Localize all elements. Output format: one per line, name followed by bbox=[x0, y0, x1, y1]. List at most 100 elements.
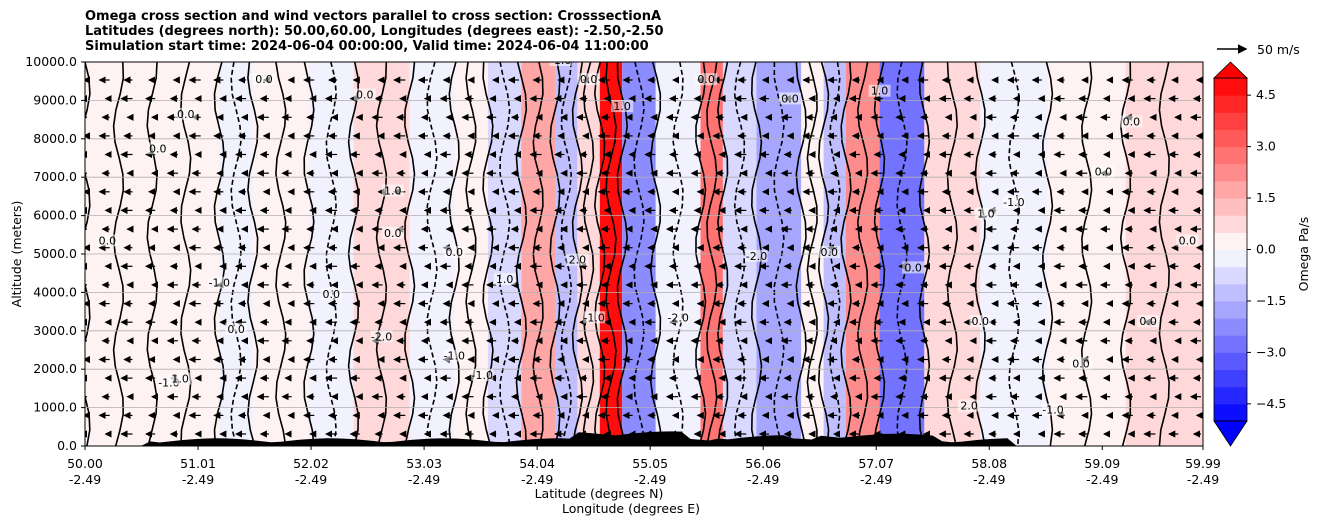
contour-label: -1.0 bbox=[550, 54, 571, 67]
contour-label-bg bbox=[225, 322, 248, 335]
x-tick-label-lat: 52.02 bbox=[293, 456, 329, 471]
y-tick-label: 8000.0 bbox=[33, 131, 77, 146]
contour-label-bg bbox=[583, 311, 606, 324]
contour-label-bg bbox=[471, 368, 494, 381]
colorbar-extend-max bbox=[1213, 61, 1248, 79]
contour-label: 0.0 bbox=[820, 246, 838, 259]
colorbar-segment bbox=[1214, 318, 1247, 336]
contour-label-bg bbox=[779, 92, 802, 105]
colorbar: 4.5 3.0 1.5 0.0 −1.5 −3.0 −4.5 bbox=[1213, 61, 1286, 447]
contour-label: 0.0 bbox=[356, 89, 374, 102]
contour-label: 0.0 bbox=[227, 323, 245, 336]
x-tick-label-lat: 59.99 bbox=[1185, 456, 1221, 471]
y-tick-label: 9000.0 bbox=[33, 92, 77, 107]
colorbar-tick-label: 0.0 bbox=[1256, 242, 1276, 257]
contour-label-bg bbox=[1120, 115, 1143, 128]
contour-label-bg bbox=[611, 100, 634, 113]
contour-label: -2.0 bbox=[371, 330, 392, 343]
x-tick-label-lon: -2.49 bbox=[1187, 472, 1219, 487]
contour-label-bg bbox=[208, 276, 231, 289]
colorbar-segment bbox=[1214, 403, 1247, 422]
contour-label: 2.0 bbox=[960, 400, 978, 413]
contour-label: 0.0 bbox=[446, 246, 464, 259]
contour-label: 2.0 bbox=[569, 254, 587, 267]
colorbar-segment bbox=[1214, 369, 1247, 388]
contour-label: 1.0 bbox=[613, 100, 631, 113]
contour-label: -1.0 bbox=[583, 311, 604, 324]
y-axis-label: Altitude (meters) bbox=[9, 201, 24, 308]
y-tick-label: 5000.0 bbox=[33, 246, 77, 261]
colorbar-segment bbox=[1214, 249, 1247, 268]
contour-label: 1.0 bbox=[977, 208, 995, 221]
contour-label: 1.0 bbox=[171, 373, 189, 386]
contour-label: 0.0 bbox=[1072, 357, 1090, 370]
contour-label: -2.0 bbox=[667, 311, 688, 324]
contour-label: 0.0 bbox=[781, 92, 799, 105]
contour-label: 0.0 bbox=[322, 288, 340, 301]
contour-label-bg bbox=[1002, 196, 1025, 209]
x-tick-label-lat: 55.05 bbox=[632, 456, 668, 471]
contour-label-bg bbox=[1092, 165, 1115, 178]
contour-label-bg bbox=[1042, 403, 1065, 416]
terrain bbox=[85, 431, 1203, 446]
y-axis: 0.0 1000.0 2000.0 3000.0 4000.0 5000.0 6000.0 7… bbox=[25, 54, 85, 453]
colorbar-segment bbox=[1214, 335, 1247, 353]
x-tick-label-lat: 57.07 bbox=[858, 456, 894, 471]
contour-label-bg bbox=[169, 372, 192, 385]
colorbar-extend-min bbox=[1213, 420, 1248, 447]
y-tick-label: 10000.0 bbox=[25, 54, 77, 69]
contour-label: 0.0 bbox=[904, 261, 922, 274]
contour-label: 0.0 bbox=[384, 227, 402, 240]
x-tick-label-lon: -2.49 bbox=[634, 472, 666, 487]
contour-label: 0.0 bbox=[580, 73, 598, 86]
colorbar-segment bbox=[1214, 215, 1247, 233]
contour-label-bg bbox=[381, 184, 404, 197]
colorbar-tick-label: −1.5 bbox=[1256, 293, 1286, 308]
gridlines bbox=[85, 61, 1203, 447]
contour-label: 1.0 bbox=[871, 85, 889, 98]
y-tick-label: 3000.0 bbox=[33, 323, 77, 338]
colorbar-segment bbox=[1214, 78, 1247, 96]
contour-label-bg bbox=[174, 107, 197, 120]
x-tick-label-lon: -2.49 bbox=[182, 472, 214, 487]
contour-label-bg bbox=[566, 253, 589, 266]
colorbar-segment bbox=[1214, 198, 1247, 216]
x-axis: 50.00-2.4951.01-2.4952.02-2.4953.03-2.49… bbox=[67, 446, 1221, 487]
colorbar-tick-label: −4.5 bbox=[1256, 396, 1286, 411]
contour-label-bg bbox=[958, 399, 981, 412]
x-tick-label-lon: -2.49 bbox=[69, 472, 101, 487]
quiver-key-label: 50 m/s bbox=[1257, 42, 1300, 57]
x-tick-label-lat: 51.01 bbox=[180, 456, 216, 471]
contour-label: 0.0 bbox=[972, 315, 990, 328]
contour-label-bg bbox=[1176, 234, 1199, 247]
x-tick-label-lon: -2.49 bbox=[295, 472, 327, 487]
contour-label-bg bbox=[818, 246, 841, 258]
colorbar-segment bbox=[1214, 112, 1247, 130]
contour-label-bg bbox=[549, 62, 572, 66]
contour-label-bg bbox=[146, 142, 169, 155]
x-tick-label-lon: -2.49 bbox=[1086, 472, 1118, 487]
colorbar-segment bbox=[1214, 386, 1247, 405]
colorbar-tick-label: 3.0 bbox=[1256, 139, 1276, 154]
contour-label-bg bbox=[443, 349, 466, 362]
contour-label-bg bbox=[381, 226, 404, 239]
contour-label-bg bbox=[667, 311, 690, 324]
colorbar-segment bbox=[1214, 180, 1247, 199]
y-tick-label: 2000.0 bbox=[33, 361, 77, 376]
contour-label: -1.0 bbox=[1003, 196, 1024, 209]
contour-label: 0.0 bbox=[1139, 315, 1157, 328]
contour-label: -1.0 bbox=[444, 350, 465, 363]
contour-label: -2.0 bbox=[746, 250, 767, 263]
colorbar-label: Omega Pa/s bbox=[1296, 217, 1311, 292]
contour-label-bg bbox=[695, 73, 718, 86]
contour-label-bg bbox=[320, 288, 343, 301]
contour-label-bg bbox=[253, 73, 276, 86]
colorbar-segment bbox=[1214, 163, 1247, 182]
contour-label-bg bbox=[969, 315, 992, 328]
contour-label-bg bbox=[1070, 357, 1093, 370]
colorbar-tick-label: 4.5 bbox=[1256, 87, 1276, 102]
colorbar-segment bbox=[1214, 283, 1247, 302]
x-tick-label-lon: -2.49 bbox=[860, 472, 892, 487]
contour-label-bg bbox=[443, 246, 466, 258]
contour-label-bg bbox=[493, 272, 516, 285]
